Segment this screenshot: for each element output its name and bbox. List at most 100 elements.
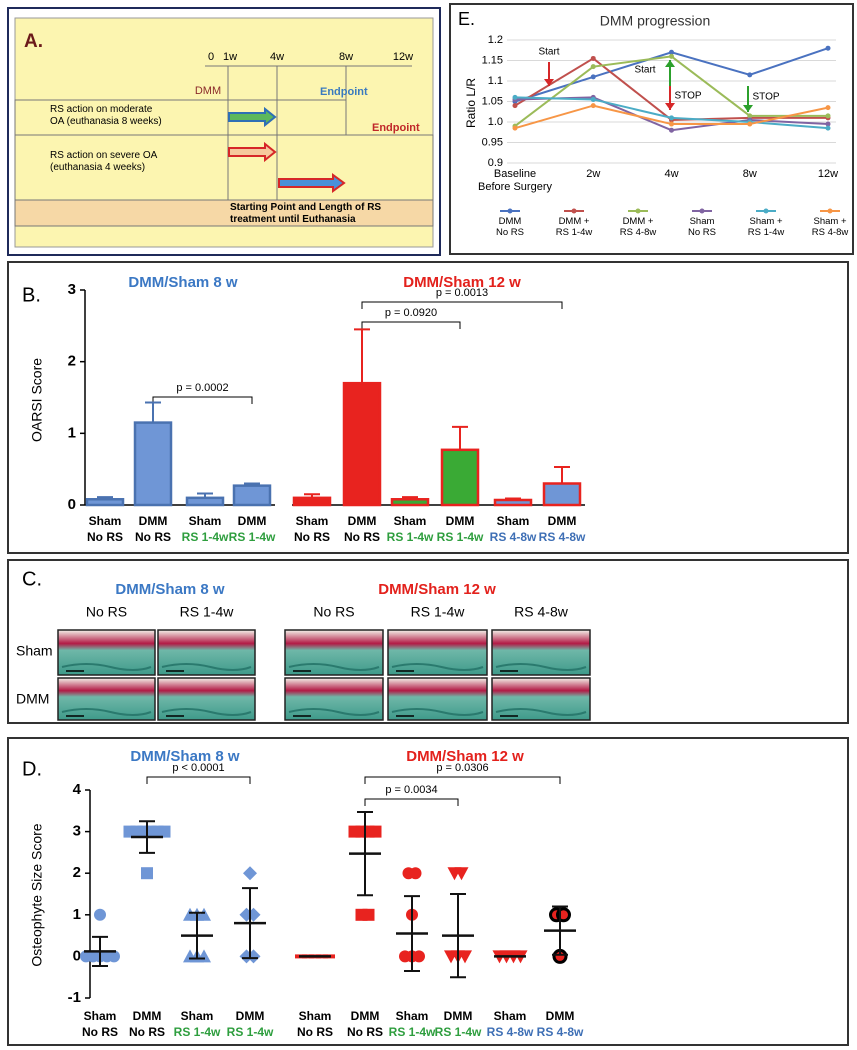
histology-image: [491, 629, 591, 676]
p-value: p = 0.0920: [385, 307, 437, 319]
error-bar: [554, 466, 570, 484]
x-tick-sublabel: RS 1-4w: [227, 1025, 274, 1039]
x-tick-sublabel: No RS: [129, 1025, 165, 1039]
histology-image: [387, 629, 488, 676]
bar: [390, 498, 430, 507]
x-tick-label: Sham: [299, 1009, 332, 1023]
column-label: No RS: [86, 604, 127, 620]
point: [413, 950, 425, 963]
chart-title: DMM progression: [600, 13, 710, 29]
x-tick-sublabel: RS 4-8w: [539, 530, 586, 544]
x-tick-label: Sham: [296, 514, 329, 528]
y-tick-label: 1: [73, 906, 81, 923]
p-value: p = 0.0013: [436, 287, 488, 299]
arrow-head: [665, 103, 675, 110]
bar: [342, 381, 382, 507]
arrow-head: [743, 105, 753, 112]
point: [362, 908, 375, 921]
histology-texture: [61, 708, 152, 716]
panel-label: C.: [22, 568, 42, 590]
legend-marker: [699, 208, 705, 214]
error-bar: [197, 492, 213, 498]
x-tick-label: DMM: [348, 514, 377, 528]
bar: [493, 498, 533, 507]
point: [243, 866, 257, 881]
bar: [440, 448, 480, 507]
histology-image: [491, 677, 591, 721]
point: [512, 94, 518, 100]
bar: [185, 496, 225, 507]
annotation: Start: [634, 65, 655, 76]
error-bar: [145, 401, 161, 423]
p-value: p = 0.0306: [436, 762, 488, 774]
sd-bar: [139, 820, 155, 854]
timeline-label: 12w: [393, 51, 413, 63]
group-title: DMM/Sham 12 w: [406, 748, 524, 765]
x-tick-label: Sham: [189, 514, 222, 528]
annotation: STOP: [674, 91, 701, 102]
y-tick-label: 1.1: [488, 75, 503, 87]
start-label: DMM: [195, 85, 221, 97]
histology-image: [157, 629, 256, 676]
x-tick-sublabel: No RS: [87, 530, 123, 544]
y-tick-label: 2: [73, 864, 81, 881]
x-tick-sublabel: RS 1-4w: [182, 530, 229, 544]
histology-texture: [495, 708, 587, 716]
point: [825, 113, 831, 119]
x-tick-label: DMM: [546, 1009, 575, 1023]
x-tick-sublabel: RS 1-4w: [229, 530, 276, 544]
x-tick-sublabel: RS 1-4w: [389, 1025, 436, 1039]
histology-texture: [288, 663, 380, 671]
timeline-label: 4w: [270, 51, 284, 63]
timeline-label: 0: [208, 51, 214, 63]
point: [409, 867, 422, 880]
timeline-label: 8w: [339, 51, 353, 63]
x-tick-sublabel: RS 1-4w: [435, 1025, 482, 1039]
histology-texture: [391, 708, 484, 716]
y-axis-label: Ratio L/R: [464, 78, 478, 128]
histology-texture: [61, 663, 152, 671]
bar: [85, 498, 125, 507]
sd-bar: [552, 905, 568, 956]
x-tick-sublabel: No RS: [135, 530, 171, 544]
x-tick-label: Sham: [84, 1009, 117, 1023]
significance-bracket: [152, 396, 253, 404]
y-tick-label: 3: [73, 823, 81, 840]
point: [590, 55, 596, 61]
panel-label: E.: [458, 9, 475, 29]
legend-marker: [571, 208, 577, 214]
x-tick-label: Sham: [494, 1009, 527, 1023]
arrow: [228, 106, 277, 128]
point: [141, 867, 153, 880]
point: [669, 49, 674, 55]
histology-texture: [161, 663, 252, 671]
y-axis-label: Osteophyte Size Score: [29, 823, 45, 966]
x-tick-label: Baseline Before Surgery: [478, 168, 552, 193]
point: [669, 115, 674, 121]
x-tick-label: DMM: [236, 1009, 265, 1023]
point: [369, 825, 382, 838]
x-tick-label: DMM: [446, 514, 475, 528]
panel-frame: [7, 261, 849, 554]
annotation: Start: [538, 47, 559, 58]
histology-image: [284, 677, 384, 721]
x-tick-sublabel: No RS: [82, 1025, 118, 1039]
p-value: p = 0.0002: [176, 382, 228, 394]
group-title: DMM/Sham 8 w: [130, 748, 240, 765]
point: [512, 103, 518, 109]
x-tick-sublabel: No RS: [297, 1025, 333, 1039]
annotation: STOP: [752, 92, 779, 103]
x-tick-label: Sham: [394, 514, 427, 528]
x-tick-sublabel: RS 1-4w: [174, 1025, 221, 1039]
point: [825, 121, 831, 127]
arrow: [278, 173, 346, 193]
row-text: Starting Point and Length of RS treatmen…: [230, 202, 382, 225]
error-bar: [304, 493, 320, 498]
significance-bracket: [361, 301, 563, 309]
row-label: Sham: [16, 643, 53, 659]
endpoint-label: Endpoint: [372, 122, 420, 134]
legend-marker: [763, 208, 769, 214]
histology-texture: [495, 663, 587, 671]
